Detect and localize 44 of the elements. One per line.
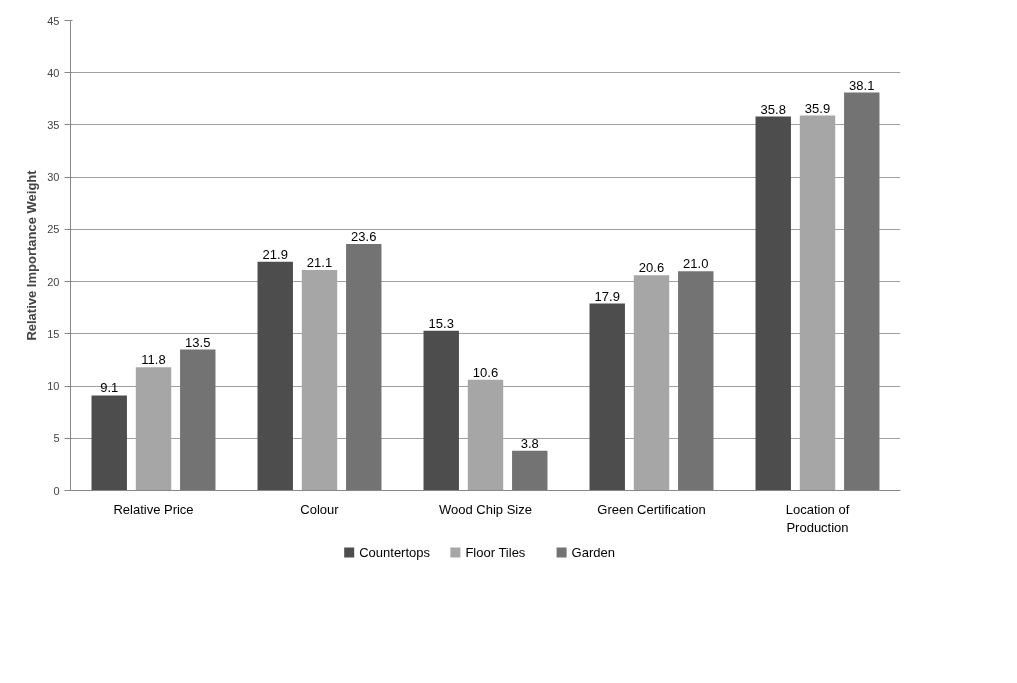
- bar: [678, 271, 714, 491]
- y-tick-label: 10: [47, 380, 60, 393]
- bar: [755, 116, 791, 491]
- y-tick-label: 15: [47, 327, 60, 340]
- y-axis-title: Relative Importance Weight: [24, 169, 40, 341]
- data-label: 15.3: [428, 315, 454, 331]
- y-tick-label: 45: [47, 14, 60, 27]
- y-tick-label: 30: [47, 171, 60, 184]
- x-tick-label: Location of Production: [785, 501, 850, 535]
- x-tick-label: Colour: [300, 501, 340, 517]
- y-tick-label: 20: [47, 275, 60, 288]
- data-label: 10.6: [472, 364, 499, 380]
- data-label: 13.5: [185, 334, 211, 350]
- y-tick-label: 25: [47, 223, 60, 236]
- bar: [423, 330, 459, 491]
- data-label: 9.1: [100, 380, 119, 396]
- bar: [257, 261, 293, 491]
- bar: [512, 450, 548, 491]
- y-tick-label: 5: [53, 432, 60, 445]
- bar: [844, 92, 880, 491]
- data-label: 23.6: [351, 229, 377, 245]
- bar: [91, 395, 127, 491]
- x-tick-label: Relative Price: [113, 501, 194, 517]
- legend-label: Floor Tiles: [465, 545, 526, 560]
- y-tick-label: 35: [47, 118, 60, 131]
- bar: [180, 349, 216, 491]
- data-label: 21.1: [306, 255, 333, 271]
- data-label: 20.6: [638, 260, 665, 276]
- data-label: 17.9: [594, 288, 620, 304]
- legend-label: Garden: [571, 545, 615, 560]
- data-label: 21.9: [262, 246, 288, 262]
- data-label: 38.1: [849, 77, 875, 93]
- y-tick-label: 40: [47, 66, 60, 79]
- data-label: 21.0: [683, 256, 709, 272]
- y-tick-label: 0: [53, 484, 60, 497]
- data-label: 35.9: [804, 100, 831, 116]
- legend-label: Countertops: [359, 545, 431, 560]
- data-label: 35.8: [760, 101, 786, 117]
- x-tick-label: Green Certification: [597, 501, 706, 517]
- x-tick-label: Wood Chip Size: [439, 501, 532, 517]
- bar: [589, 303, 625, 491]
- data-label: 11.8: [141, 352, 166, 368]
- data-label: 3.8: [520, 435, 539, 451]
- bar: [346, 244, 382, 491]
